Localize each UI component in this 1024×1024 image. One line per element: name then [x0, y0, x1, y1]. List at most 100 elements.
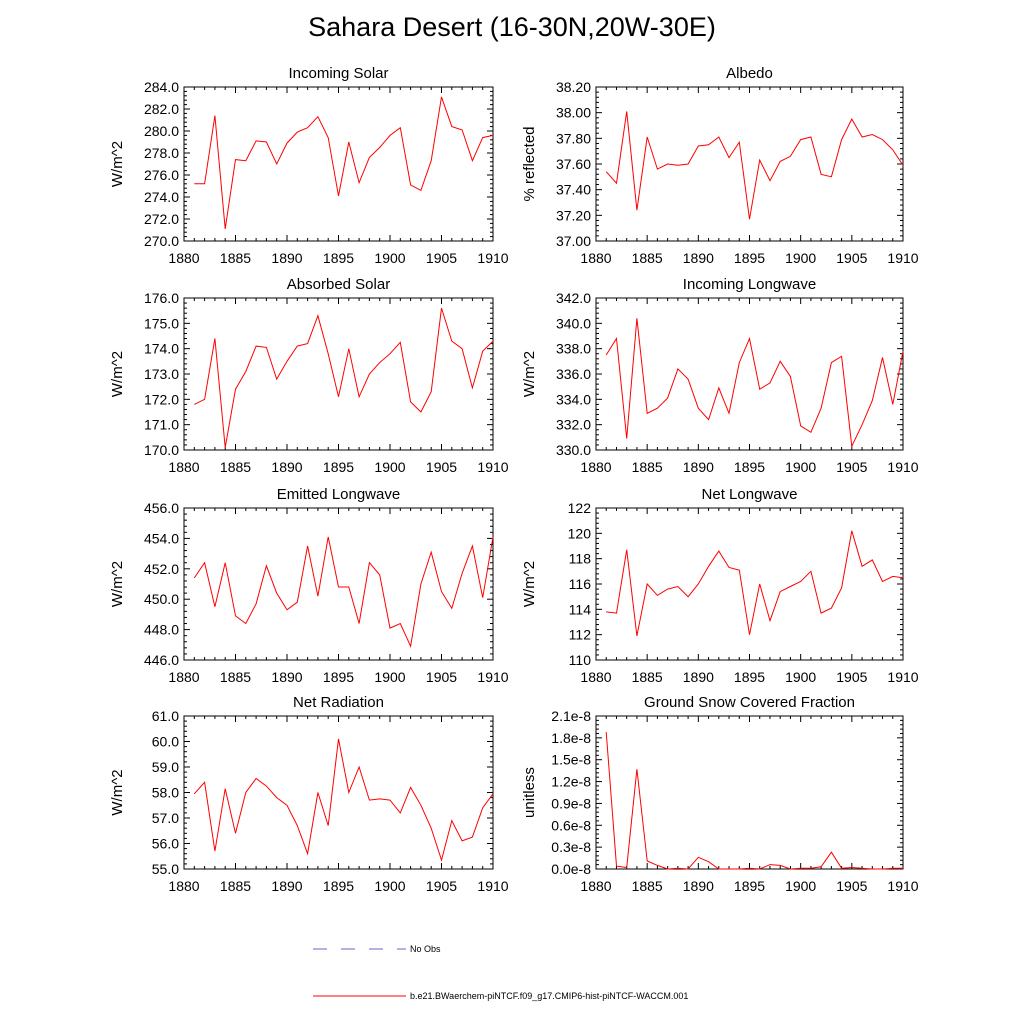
y-axis-label: W/m^2: [109, 141, 126, 187]
panel-emitted-longwave: Emitted Longwave W/m^2 1880 1885 1890 1895 190…: [109, 486, 509, 685]
x-tick-label: 1905: [836, 459, 867, 475]
legend: No Obs b.e21.BWaerchem-piNTCF.f09_g17.CM…: [313, 944, 688, 1001]
y-tick-label: 37.20: [556, 207, 591, 223]
y-tick-label: 37.40: [556, 182, 591, 198]
y-tick-label: 56.0: [152, 836, 179, 852]
x-tick-label: 1900: [374, 250, 405, 266]
y-tick-label: 172.0: [144, 391, 179, 407]
y-tick-label: 278.0: [144, 145, 179, 161]
x-tick-label: 1905: [426, 250, 457, 266]
y-tick-label: 170.0: [144, 442, 179, 458]
x-tick-label: 1900: [374, 459, 405, 475]
x-tick-label: 1895: [323, 669, 354, 685]
panel-title: Albedo: [726, 65, 773, 82]
series-line: [605, 318, 904, 448]
x-tick-label: 1895: [323, 878, 354, 894]
panel-title: Net Radiation: [293, 694, 384, 711]
y-tick-label: 57.0: [152, 810, 179, 826]
x-tick-label: 1900: [374, 878, 405, 894]
y-tick-label: 173.0: [144, 366, 179, 382]
panel-title: Absorbed Solar: [287, 276, 390, 293]
x-tick-label: 1910: [477, 878, 508, 894]
y-tick-label: 342.0: [556, 290, 591, 306]
y-tick-label: 37.60: [556, 156, 591, 172]
series-line: [194, 96, 494, 229]
y-tick-label: 37.80: [556, 130, 591, 146]
x-tick-label: 1895: [734, 669, 765, 685]
panel-incoming-longwave: Incoming Longwave W/m^2 1880 1885 1890 1895 19…: [521, 276, 919, 475]
x-tick-label: 1910: [887, 669, 918, 685]
y-tick-label: 38.20: [556, 79, 591, 95]
x-tick-label: 1895: [323, 459, 354, 475]
y-tick-label: 330.0: [556, 442, 591, 458]
panel-title: Ground Snow Covered Fraction: [644, 694, 855, 711]
y-tick-label: 454.0: [144, 530, 179, 546]
y-tick-label: 112: [569, 627, 592, 643]
panel-absorbed-solar: Absorbed Solar W/m^2 1880 1885 1890 1895 1900 1…: [109, 276, 509, 475]
y-tick-label: 276.0: [144, 167, 179, 183]
x-tick-label: 1905: [836, 250, 867, 266]
x-tick-label: 1910: [477, 459, 508, 475]
x-tick-label: 1885: [220, 669, 251, 685]
x-tick-label: 1900: [785, 878, 816, 894]
x-tick-label: 1900: [785, 669, 816, 685]
y-tick-label: 120: [568, 525, 592, 541]
x-tick-label: 1890: [683, 669, 714, 685]
x-tick-label: 1905: [426, 459, 457, 475]
x-tick-label: 1890: [271, 459, 302, 475]
panel-title: Incoming Longwave: [683, 276, 816, 293]
x-tick-label: 1900: [374, 669, 405, 685]
legend-series-label: b.e21.BWaerchem-piNTCF.f09_g17.CMIP6-his…: [410, 991, 688, 1001]
y-tick-label: 336.0: [556, 366, 591, 382]
y-tick-label: 174.0: [144, 341, 179, 357]
series-line: [606, 530, 904, 636]
x-tick-label: 1880: [168, 878, 199, 894]
x-tick-label: 1890: [683, 878, 714, 894]
panel-net-longwave: Net Longwave W/m^2 1880 1885 1890 1895 1900 190…: [521, 486, 919, 685]
x-tick-label: 1885: [632, 250, 663, 266]
panel-ground-snow-covered-fraction: Ground Snow Covered Fraction unitless 1880…: [521, 694, 919, 894]
x-tick-label: 1905: [836, 669, 867, 685]
x-tick-label: 1900: [785, 250, 816, 266]
x-tick-label: 1885: [220, 878, 251, 894]
y-tick-label: 332.0: [556, 417, 591, 433]
series-line: [605, 111, 904, 220]
y-tick-label: 37.00: [556, 233, 591, 249]
y-tick-label: 280.0: [144, 123, 179, 139]
panel-albedo: Albedo % reflected 1880 1885 1890 1895 1900 190…: [521, 65, 919, 266]
x-tick-label: 1910: [887, 250, 918, 266]
plot-frame: [183, 86, 494, 242]
y-tick-label: 175.0: [144, 315, 179, 331]
chart-panels: Incoming Solar W/m^2 1880 1885 1890 1895 1900 1…: [109, 65, 919, 894]
y-tick-label: 122: [568, 500, 592, 516]
x-tick-label: 1910: [887, 459, 918, 475]
y-tick-label: 60.0: [152, 734, 179, 750]
y-axis-label: W/m^2: [109, 769, 126, 815]
plot-frame: [595, 715, 904, 870]
x-tick-label: 1895: [734, 878, 765, 894]
panel-title: Emitted Longwave: [277, 486, 400, 503]
plot-frame: [595, 507, 904, 661]
x-tick-label: 1890: [271, 250, 302, 266]
y-tick-label: 456.0: [144, 500, 179, 516]
y-tick-label: 446.0: [144, 652, 179, 668]
x-tick-label: 1880: [168, 459, 199, 475]
x-tick-label: 1880: [580, 669, 611, 685]
x-tick-label: 1885: [632, 459, 663, 475]
y-tick-label: 284.0: [144, 79, 179, 95]
panel-title: Net Longwave: [702, 486, 798, 503]
x-tick-label: 1900: [785, 459, 816, 475]
series-line: [605, 731, 903, 870]
x-tick-label: 1910: [477, 250, 508, 266]
y-tick-label: 1.8e-8: [551, 730, 591, 746]
y-tick-label: 334.0: [556, 391, 591, 407]
x-tick-label: 1880: [168, 250, 199, 266]
y-tick-label: 2.1e-8: [551, 708, 591, 724]
y-tick-label: 116: [569, 576, 592, 592]
y-tick-label: 452.0: [144, 561, 179, 577]
x-tick-label: 1885: [632, 669, 663, 685]
y-tick-label: 282.0: [144, 101, 179, 117]
x-tick-label: 1890: [271, 669, 302, 685]
plot-frame: [183, 297, 494, 451]
